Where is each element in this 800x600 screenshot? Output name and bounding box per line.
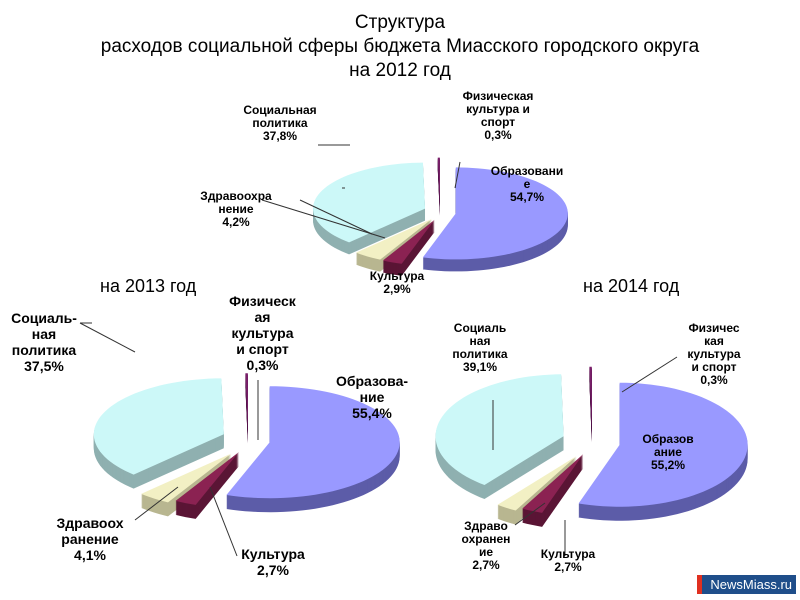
pie-1-leader-line-3 [79,322,136,353]
pie-0-leader-line-3 [261,199,386,239]
chart-title-line-1: Структура [354,12,446,33]
pie-2-leader-line-4 [621,356,678,393]
label-2012-education: Образовани е 54,7% [490,164,564,204]
label-2014-education: Образов ание 55,2% [642,432,694,472]
watermark-logo: NewsMiass.ru [697,575,796,594]
pie-1-slice-4 [245,373,248,430]
chart-2014-title: на 2014 год [583,276,680,296]
label-2014-sport: Физичес кая культура и спорт 0,3% [687,321,741,387]
chart-2013-title: на 2013 год [100,276,197,296]
label-2013-health: Здравоох ранение 4,1% [56,515,124,563]
pie-2-slice-3 [435,374,564,486]
label-2012-culture: Культура 2,9% [369,269,425,296]
label-2014-health: Здраво охранен ие 2,7% [461,519,511,572]
pie-2-slice-1 [522,454,584,513]
pie-0-leader-line-4 [454,161,461,189]
pie-2-slice-2 [497,456,577,511]
label-2013-culture: Культура 2,7% [241,546,305,578]
pie-1-slice-1 [175,452,239,505]
pie-0-slice-4 [437,157,440,204]
pie-1-leader-line-1 [209,486,238,557]
label-2013-sport: Физическ ая культура и спорт 0,3% [229,293,296,373]
label-2014-social: Социаль ная политика 39,1% [452,321,508,374]
label-2013-social: Социаль- ная политика 37,5% [11,310,77,374]
chart-title-line-3: на 2012 год [349,60,451,81]
pie-0-slice-1 [382,219,435,264]
label-2012-sport: Физическая культура и спорт 0,3% [462,89,534,142]
label-2014-culture: Культура 2,7% [540,547,596,574]
pie-2-slice-4 [589,366,592,429]
pie-2-leader-line-2 [514,502,546,526]
label-2012-social: Социальная политика 37,8% [243,103,317,143]
pie-1-leader-line-2 [134,486,179,521]
pie-1-slice-2 [141,453,232,503]
label-2012-health: Здравоохра нение 4,2% [200,189,272,229]
pie-0-slice-0 [422,167,568,260]
pie-0-leader-line-2 [299,199,373,235]
pie-1-slice-3 [93,378,224,475]
chart-title-line-2: расходов социальной сферы бюджета Миасск… [100,36,700,57]
pie-2-slice-0 [578,382,748,507]
pie-0-slice-3 [313,162,426,243]
label-2013-education: Образова- ние 55,4% [335,373,409,421]
pie-1-slice-0 [226,386,400,499]
pie-0-slice-2 [355,218,432,260]
